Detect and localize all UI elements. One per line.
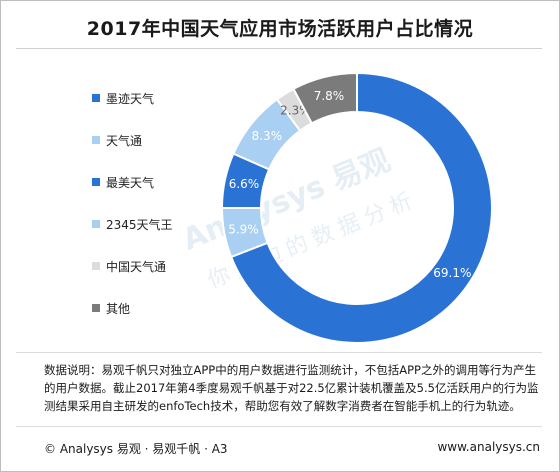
slice-value-label: 7.8% xyxy=(314,89,345,103)
legend-swatch xyxy=(92,178,100,186)
donut-slice xyxy=(292,71,358,125)
legend-item: 天气通 xyxy=(92,132,142,148)
slice-value-label: 6.6% xyxy=(229,177,260,191)
legend-item: 墨迹天气 xyxy=(92,90,154,106)
legend-label: 2345天气王 xyxy=(106,217,173,232)
data-note: 数据说明：易观千帆只对独立APP中的用户数据进行监测统计，不包括APP之外的调用… xyxy=(44,363,539,413)
donut-slice xyxy=(229,71,493,344)
donut-chart: 69.1%5.9%6.6%8.3%2.3%7.8% xyxy=(220,71,493,344)
legend-item: 中国天气通 xyxy=(92,258,166,274)
title-divider xyxy=(16,48,542,49)
footer-divider xyxy=(16,426,542,427)
footer-website: www.analysys.cn xyxy=(437,440,540,454)
legend-label: 墨迹天气 xyxy=(106,91,155,106)
legend-item: 最美天气 xyxy=(92,174,154,190)
legend-label: 天气通 xyxy=(106,133,143,148)
slice-value-label: 5.9% xyxy=(228,222,259,236)
legend-swatch xyxy=(92,94,100,102)
legend-label: 中国天气通 xyxy=(106,259,167,274)
slice-value-label: 8.3% xyxy=(252,129,283,143)
legend-swatch xyxy=(92,304,100,312)
legend-swatch xyxy=(92,220,100,228)
chart-title: 2017年中国天气应用市场活跃用户占比情况 xyxy=(86,18,474,40)
legend-label: 最美天气 xyxy=(106,175,155,190)
slice-value-label: 69.1% xyxy=(433,266,471,280)
legend-label: 其他 xyxy=(106,301,131,316)
footer-copyright: © Analysys 易观 · 易观千帆 · A3 xyxy=(44,442,228,456)
legend-swatch xyxy=(92,262,100,270)
legend-item: 2345天气王 xyxy=(92,216,173,232)
legend-item: 其他 xyxy=(92,300,130,316)
legend-swatch xyxy=(92,136,100,144)
note-divider xyxy=(16,352,542,353)
